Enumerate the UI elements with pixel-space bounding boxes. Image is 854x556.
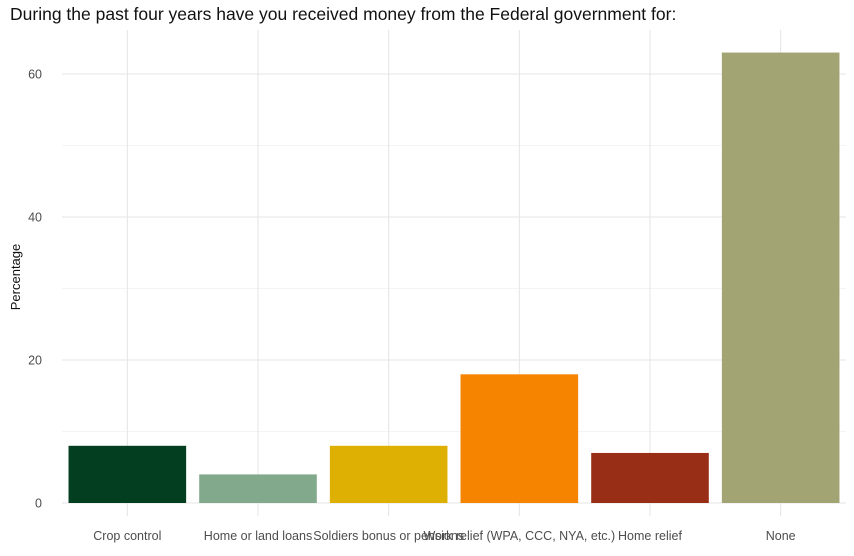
x-tick-label: Home relief — [618, 529, 682, 543]
x-tick-label: Crop control — [93, 529, 161, 543]
x-tick-label: None — [766, 529, 796, 543]
bar-work-relief-wpa-ccc-nya-etc — [460, 374, 579, 503]
bar-crop-control — [68, 445, 187, 503]
y-axis-title: Percentage — [8, 244, 23, 311]
chart-title: During the past four years have you rece… — [10, 4, 677, 24]
y-tick-label: 0 — [35, 497, 42, 511]
x-tick-labels: Crop control Home or land loans Soldiers b… — [93, 529, 795, 543]
y-tick-label: 20 — [28, 354, 42, 368]
bar-none — [721, 52, 840, 504]
y-tick-label: 60 — [28, 68, 42, 82]
bar-home-relief — [591, 452, 709, 503]
bar-soldiers-bonus-or-pensions — [329, 445, 448, 503]
x-tick-label: Soldiers bonus or pensions — [313, 529, 464, 543]
bars — [68, 52, 840, 504]
y-tick-labels: 0 20 40 60 — [28, 68, 42, 511]
x-tick-label: Home or land loans — [204, 529, 312, 543]
bar-home-or-land-loans — [199, 474, 317, 503]
y-tick-label: 40 — [28, 211, 42, 225]
x-tick-label: Work relief (WPA, CCC, NYA, etc.) — [423, 529, 615, 543]
